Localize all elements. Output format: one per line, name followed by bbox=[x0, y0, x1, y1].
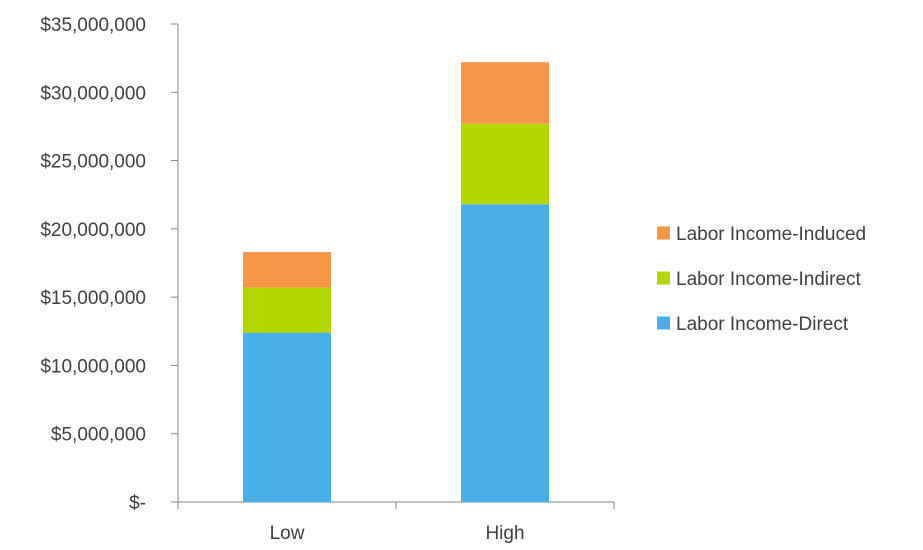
y-tick-label: $20,000,000 bbox=[40, 220, 146, 241]
x-axis: Low High bbox=[177, 501, 615, 544]
y-tick-label: $30,000,000 bbox=[40, 83, 146, 104]
x-tick-label-high: High bbox=[485, 523, 524, 544]
x-tick-label-low: Low bbox=[270, 523, 305, 544]
y-tick-label: $35,000,000 bbox=[40, 15, 146, 36]
bars bbox=[243, 62, 549, 502]
bar-low-labor-income-direct bbox=[243, 332, 331, 502]
legend-label-labor-income-direct: Labor Income-Direct bbox=[676, 314, 849, 335]
legend-swatch-labor-income-induced bbox=[657, 226, 670, 240]
y-axis: $- $5,000,000 $10,000,000 $15,000,000 $20,00… bbox=[40, 15, 179, 514]
legend-label-labor-income-indirect: Labor Income-Indirect bbox=[676, 269, 862, 290]
y-tick-label: $- bbox=[129, 493, 146, 514]
bar-low-labor-income-indirect bbox=[243, 287, 331, 333]
legend: Labor Income-Induced Labor Income-Indirec… bbox=[657, 224, 866, 335]
bar-high-labor-income-direct bbox=[461, 204, 549, 502]
bar-high-labor-income-indirect bbox=[461, 123, 549, 205]
legend-label-labor-income-induced: Labor Income-Induced bbox=[676, 224, 866, 245]
y-tick-label: $25,000,000 bbox=[40, 152, 146, 173]
legend-swatch-labor-income-indirect bbox=[657, 271, 670, 285]
y-tick-label: $10,000,000 bbox=[40, 356, 146, 377]
y-tick-label: $5,000,000 bbox=[51, 425, 146, 446]
bar-low-labor-income-induced bbox=[243, 252, 331, 288]
y-tick-label: $15,000,000 bbox=[40, 288, 146, 309]
bar-high-labor-income-induced bbox=[461, 62, 549, 124]
legend-swatch-labor-income-direct bbox=[657, 316, 670, 330]
